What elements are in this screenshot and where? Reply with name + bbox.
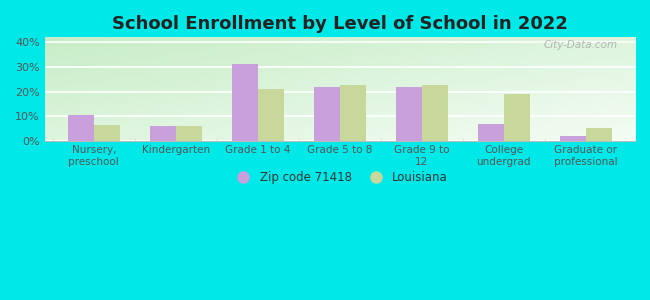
Bar	[586, 128, 612, 141]
Bar	[176, 126, 202, 141]
Bar	[422, 85, 448, 141]
Bar	[340, 85, 366, 141]
Bar	[150, 126, 176, 141]
Bar	[94, 125, 120, 141]
Bar	[478, 124, 504, 141]
Bar	[258, 89, 284, 141]
Bar	[231, 64, 258, 141]
Legend: Zip code 71418, Louisiana: Zip code 71418, Louisiana	[227, 166, 452, 189]
Text: City-Data.com: City-Data.com	[543, 40, 618, 50]
Bar	[504, 94, 530, 141]
Bar	[396, 87, 422, 141]
Bar	[313, 87, 340, 141]
Bar	[68, 115, 94, 141]
Title: School Enrollment by Level of School in 2022: School Enrollment by Level of School in …	[112, 15, 567, 33]
Bar	[560, 136, 586, 141]
